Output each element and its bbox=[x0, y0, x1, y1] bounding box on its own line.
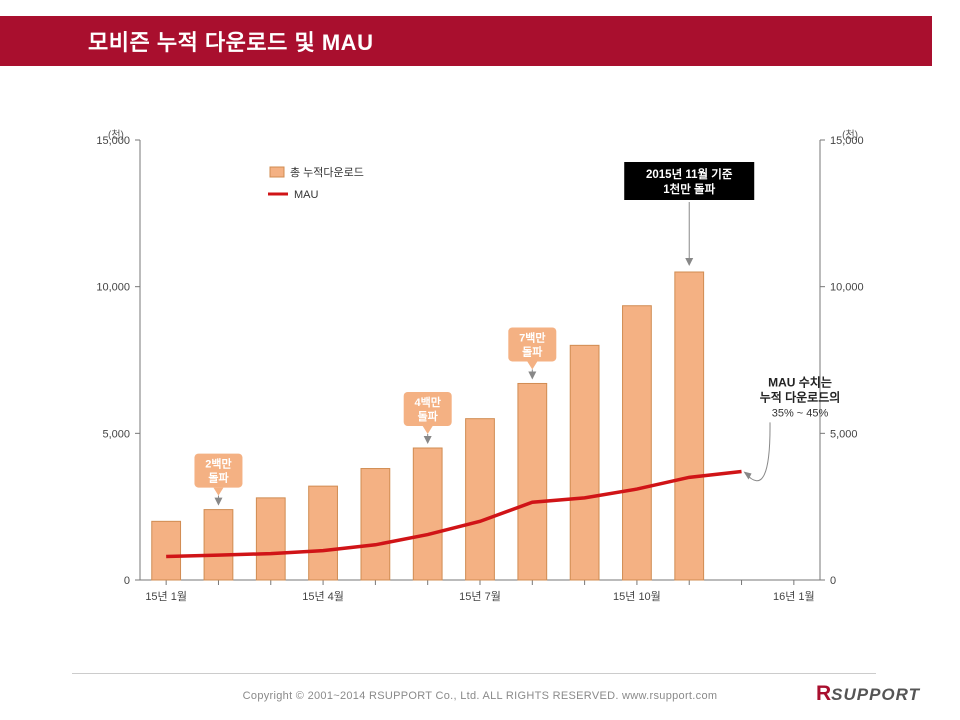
bar bbox=[152, 521, 181, 580]
legend-line-label: MAU bbox=[294, 189, 319, 201]
logo-text: SUPPORT bbox=[831, 685, 920, 704]
svg-text:35% ~ 45%: 35% ~ 45% bbox=[772, 407, 829, 419]
logo-r-icon: R bbox=[816, 682, 832, 705]
svg-text:1천만 돌파: 1천만 돌파 bbox=[663, 182, 715, 196]
svg-text:15년 4월: 15년 4월 bbox=[302, 590, 344, 603]
svg-text:10,000: 10,000 bbox=[96, 282, 130, 294]
svg-text:0: 0 bbox=[124, 575, 130, 587]
bar bbox=[309, 486, 338, 580]
title-bar: 모비즌 누적 다운로드 및 MAU bbox=[0, 16, 932, 66]
bar bbox=[570, 345, 599, 580]
svg-text:15,000: 15,000 bbox=[830, 135, 864, 147]
svg-text:15년 10월: 15년 10월 bbox=[613, 590, 661, 603]
svg-text:5,000: 5,000 bbox=[830, 428, 858, 440]
download-mau-chart: (천)(천)005,0005,00010,00010,00015,00015,0… bbox=[70, 120, 890, 640]
svg-text:0: 0 bbox=[830, 575, 836, 587]
svg-text:2015년 11월 기준: 2015년 11월 기준 bbox=[646, 167, 733, 181]
svg-text:누적 다운로드의: 누적 다운로드의 bbox=[760, 389, 841, 404]
bar bbox=[623, 306, 652, 580]
bar bbox=[413, 448, 442, 580]
page-title: 모비즌 누적 다운로드 및 MAU bbox=[0, 16, 932, 66]
svg-text:5,000: 5,000 bbox=[102, 428, 130, 440]
brand-logo: RSUPPORT bbox=[816, 682, 920, 706]
svg-text:돌파: 돌파 bbox=[522, 344, 543, 358]
svg-text:15년 1월: 15년 1월 bbox=[145, 590, 187, 603]
bar bbox=[675, 272, 704, 580]
bar bbox=[361, 469, 390, 580]
svg-text:돌파: 돌파 bbox=[418, 409, 439, 423]
svg-text:4백만: 4백만 bbox=[415, 395, 441, 409]
footer-divider bbox=[72, 673, 876, 674]
bar bbox=[518, 383, 547, 580]
mau-line bbox=[166, 471, 741, 556]
svg-text:7백만: 7백만 bbox=[519, 330, 545, 344]
svg-text:2백만: 2백만 bbox=[205, 457, 231, 471]
svg-text:돌파: 돌파 bbox=[208, 471, 229, 485]
legend-bar-label: 총 누적다운로드 bbox=[290, 166, 364, 179]
svg-text:10,000: 10,000 bbox=[830, 282, 864, 294]
bar bbox=[256, 498, 285, 580]
svg-text:15,000: 15,000 bbox=[96, 135, 130, 147]
bar bbox=[204, 510, 233, 580]
svg-text:16년 1월: 16년 1월 bbox=[773, 590, 815, 603]
svg-text:15년 7월: 15년 7월 bbox=[459, 590, 501, 603]
bar bbox=[466, 419, 495, 580]
svg-text:MAU 수치는: MAU 수치는 bbox=[768, 374, 832, 389]
